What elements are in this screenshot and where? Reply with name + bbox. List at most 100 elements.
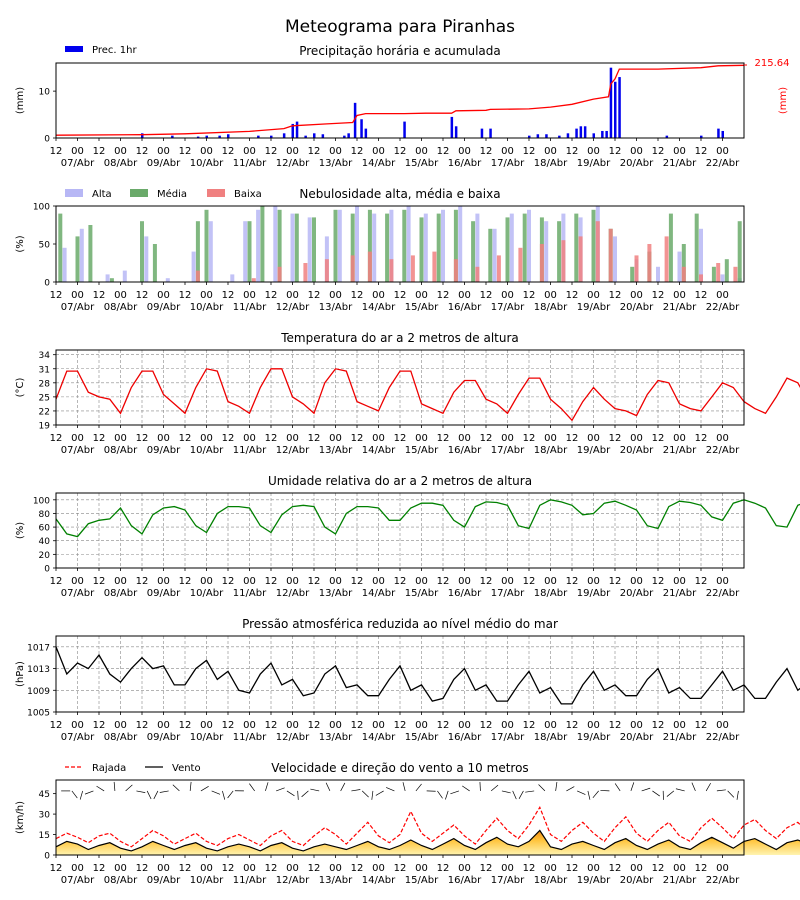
cloud-bar-media (367, 209, 372, 282)
precip-hour-label: 12 (351, 146, 364, 157)
cloud-bar-alta (372, 213, 377, 282)
temp-hour-label: 00 (716, 433, 729, 444)
cloud-bar-alta (613, 236, 617, 282)
rh-day-label: 18/Abr (534, 588, 568, 599)
rh-hour-label: 00 (200, 576, 213, 587)
temp-day-label: 13/Abr (319, 445, 353, 456)
precip-bar (196, 136, 200, 138)
cloud-bar-media (75, 236, 80, 282)
wind-direction-arrow (71, 790, 78, 799)
wind-hour-label: 12 (222, 863, 235, 874)
wind-direction-arrow (716, 789, 726, 792)
cloud-bar-alta (677, 251, 682, 282)
clouds-day-label: 17/Abr (491, 302, 525, 313)
precip-bar (454, 126, 458, 138)
precip-bar (343, 135, 346, 138)
rh-line (55, 499, 800, 538)
rh-day-label: 22/Abr (706, 588, 740, 599)
clouds-day-label: 19/Abr (577, 302, 611, 313)
clouds-day-label: 20/Abr (620, 302, 654, 313)
wind-direction-arrow (351, 789, 361, 792)
pres-hour-label: 00 (587, 720, 600, 731)
precip-hour-label: 12 (136, 146, 149, 157)
clouds-hour-label: 12 (265, 290, 278, 301)
precip-bar (579, 126, 583, 138)
precip-hour-label: 12 (437, 146, 450, 157)
precip-hour-label: 12 (609, 146, 622, 157)
temp-day-label: 16/Abr (448, 445, 482, 456)
cloud-bar-media (277, 209, 282, 282)
temp-y-tick-label: 25 (39, 393, 50, 403)
cloud-legend-swatch-1 (130, 189, 148, 197)
wind-hour-label: 12 (308, 863, 321, 874)
cloud-bar-baixa (595, 221, 600, 282)
cloud-bar-alta (475, 213, 480, 282)
cloud-bar-media (312, 217, 316, 282)
temp-hour-label: 00 (587, 433, 600, 444)
temp-hour-label: 12 (308, 433, 321, 444)
precip-legend-swatch (65, 46, 83, 52)
temp-day-label: 17/Abr (491, 445, 525, 456)
wind-direction-arrow (705, 782, 711, 792)
cloud-bar-alta (699, 228, 703, 282)
clouds-hour-label: 00 (716, 290, 729, 301)
precip-hour-label: 00 (372, 146, 385, 157)
precip-hour-label: 00 (587, 146, 600, 157)
precip-bar (700, 135, 703, 138)
clouds-hour-label: 12 (609, 290, 622, 301)
rh-hour-label: 00 (329, 576, 342, 587)
clouds-day-label: 10/Abr (190, 302, 224, 313)
wind-direction-arrow (340, 782, 346, 792)
clouds-hour-label: 12 (480, 290, 493, 301)
wind-direction-arrow (146, 790, 152, 800)
precip-hour-label: 00 (544, 146, 557, 157)
rh-hour-label: 00 (673, 576, 686, 587)
pres-hour-label: 00 (673, 720, 686, 731)
cloud-bar-media (419, 217, 424, 282)
temp-hour-label: 12 (222, 433, 235, 444)
temp-hour-label: 12 (523, 433, 536, 444)
pres-day-label: 16/Abr (448, 732, 482, 743)
temp-y-tick-label: 19 (39, 422, 51, 432)
rh-hour-label: 00 (157, 576, 170, 587)
clouds-hour-label: 12 (136, 290, 149, 301)
cloud-bar-alta (355, 206, 359, 282)
wind-direction-arrow (375, 790, 384, 796)
wind-hour-label: 12 (437, 863, 450, 874)
wind-day-label: 20/Abr (620, 875, 654, 886)
precip-day-label: 13/Abr (319, 158, 353, 169)
precip-bar (313, 133, 316, 138)
pres-day-label: 17/Abr (491, 732, 525, 743)
precip-right-y-label: (mm) (778, 87, 789, 114)
wind-direction-arrow (297, 790, 299, 800)
cloud-bar-media (260, 206, 265, 282)
precip-hour-label: 00 (329, 146, 342, 157)
rh-day-label: 10/Abr (190, 588, 224, 599)
cloud-bar-media (109, 278, 114, 282)
rh-hour-label: 00 (716, 576, 729, 587)
temp-hour-label: 00 (372, 433, 385, 444)
rh-y-tick-label: 20 (39, 551, 51, 561)
pres-hour-label: 12 (566, 720, 579, 731)
cloud-bar-baixa (432, 251, 437, 282)
cloud-bar-baixa (681, 266, 686, 282)
cloud-bar-media (694, 213, 699, 282)
wind-direction-arrow (587, 790, 591, 800)
precip-day-label: 11/Abr (233, 158, 267, 169)
wind-direction-arrow (592, 790, 599, 799)
pres-hour-label: 12 (695, 720, 708, 731)
wind-y-tick-label: 0 (44, 852, 50, 862)
cloud-bar-media (195, 221, 200, 282)
precip-hour-label: 12 (480, 146, 493, 157)
clouds-hour-label: 12 (566, 290, 579, 301)
pres-hour-label: 12 (179, 720, 192, 731)
cloud-bar-media (453, 209, 458, 282)
precip-hour-label: 12 (308, 146, 321, 157)
pres-hour-label: 00 (243, 720, 256, 731)
clouds-day-label: 09/Abr (147, 302, 181, 313)
rh-hour-label: 00 (415, 576, 428, 587)
clouds-day-label: 13/Abr (319, 302, 353, 313)
temp-hour-label: 12 (93, 433, 106, 444)
precip-y-label: (mm) (15, 87, 26, 114)
wind-direction-arrow (630, 782, 635, 792)
